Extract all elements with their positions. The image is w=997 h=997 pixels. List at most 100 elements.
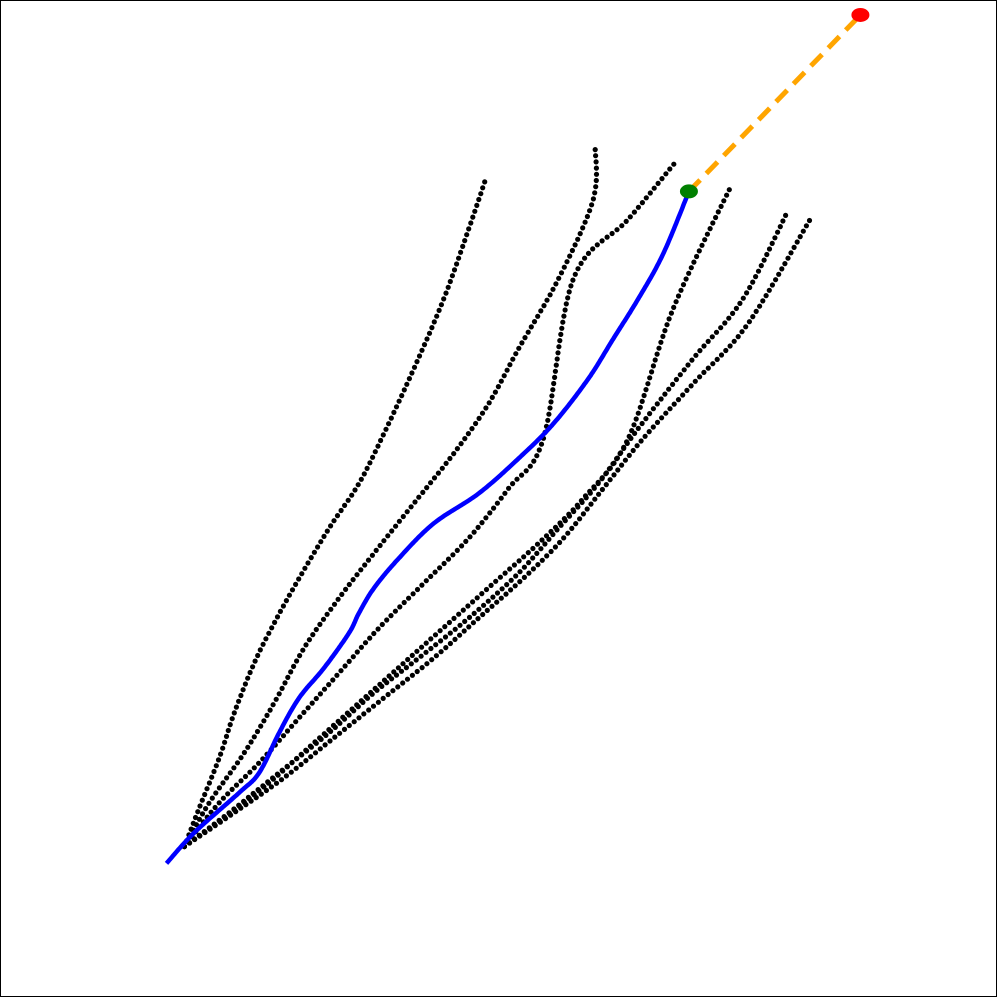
- sample-point: [675, 397, 682, 403]
- sample-point: [332, 734, 338, 740]
- sample-point: [769, 282, 776, 288]
- sample-point: [245, 675, 251, 681]
- sample-point: [521, 574, 528, 581]
- sample-point: [596, 491, 602, 497]
- sample-point: [289, 759, 295, 766]
- sample-point: [750, 279, 756, 285]
- sample-point: [360, 699, 366, 706]
- sample-point: [308, 744, 314, 750]
- sample-point: [617, 450, 623, 457]
- sample-point: [304, 748, 310, 754]
- sample-point: [294, 658, 300, 664]
- sample-point: [507, 566, 513, 572]
- sample-point: [783, 212, 789, 218]
- sample-point: [252, 658, 258, 664]
- sample-point: [390, 688, 396, 694]
- sample-point: [251, 765, 257, 771]
- sample-point: [557, 539, 563, 546]
- sample-point: [322, 742, 328, 748]
- sample-point: [375, 443, 381, 449]
- sample-point: [459, 543, 465, 549]
- sample-point: [604, 234, 610, 240]
- sample-point: [578, 260, 584, 266]
- sample-point: [536, 447, 542, 453]
- sample-point: [639, 398, 645, 404]
- sample-point: [196, 816, 202, 822]
- sample-point: [498, 495, 504, 501]
- sample-point: [539, 537, 545, 543]
- sample-point: [278, 777, 285, 783]
- sample-point: [521, 554, 527, 560]
- sample-point: [385, 533, 391, 539]
- sample-point: [442, 634, 449, 640]
- sample-point: [701, 343, 707, 349]
- sample-point: [490, 594, 496, 600]
- sample-point: [686, 270, 692, 276]
- sample-point: [401, 387, 407, 393]
- sample-point: [667, 406, 673, 412]
- sample-point: [215, 757, 222, 763]
- sample-point: [585, 250, 592, 256]
- sample-point: [614, 227, 620, 233]
- selected-trajectory: [164, 190, 691, 865]
- sample-point: [474, 202, 480, 208]
- sample-point: [270, 775, 276, 781]
- sample-point: [408, 504, 414, 510]
- sample-point: [392, 608, 398, 614]
- sample-point: [562, 307, 568, 313]
- sample-point: [479, 410, 486, 416]
- sample-point: [691, 259, 697, 265]
- sample-point: [593, 171, 600, 177]
- sample-point: [773, 277, 779, 283]
- sample-point: [659, 176, 665, 182]
- sample-point: [413, 657, 419, 663]
- sample-point: [346, 712, 352, 718]
- sample-point: [472, 208, 478, 214]
- sample-point: [388, 613, 394, 619]
- sample-point: [582, 255, 588, 261]
- sample-point: [464, 232, 470, 238]
- sample-point: [341, 716, 348, 722]
- sample-point: [223, 733, 230, 740]
- sample-point: [277, 608, 283, 615]
- sample-point: [615, 467, 621, 473]
- sample-point: [510, 356, 516, 362]
- sample-point: [247, 669, 253, 676]
- sample-point: [584, 213, 591, 220]
- sample-point: [498, 595, 504, 601]
- sample-point: [479, 520, 485, 526]
- sample-point: [525, 329, 531, 335]
- sample-point: [561, 535, 567, 541]
- sample-point: [652, 357, 658, 363]
- sample-point: [386, 421, 392, 427]
- sample-point: [449, 273, 455, 279]
- sample-point: [270, 702, 276, 708]
- sample-point: [614, 456, 620, 462]
- sample-point: [591, 485, 597, 491]
- sample-point: [305, 705, 311, 711]
- sample-point: [593, 177, 599, 184]
- sample-point: [645, 381, 651, 387]
- sample-point: [297, 653, 303, 659]
- sample-point: [689, 357, 695, 363]
- sample-point: [526, 560, 532, 566]
- sample-point: [370, 703, 377, 709]
- sample-point: [331, 518, 337, 524]
- sample-point: [293, 581, 299, 588]
- sample-point: [737, 300, 743, 306]
- sample-point: [428, 480, 434, 486]
- sample-point: [489, 394, 495, 400]
- sample-point: [350, 577, 356, 583]
- sample-point: [643, 416, 649, 422]
- sample-point: [599, 476, 605, 482]
- sample-point: [513, 351, 519, 357]
- sample-point: [544, 297, 550, 303]
- sample-trajectory-4: [181, 187, 732, 850]
- sample-point: [663, 171, 669, 177]
- sample-point: [303, 642, 309, 648]
- sample-point: [299, 752, 305, 758]
- sample-point: [473, 420, 479, 427]
- sample-point: [204, 786, 210, 792]
- sample-point: [590, 196, 597, 202]
- sample-point: [684, 387, 690, 393]
